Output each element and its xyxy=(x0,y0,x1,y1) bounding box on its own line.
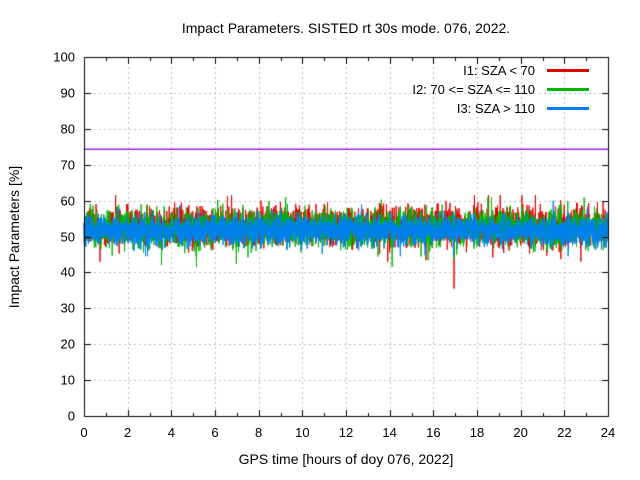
legend-line-sample xyxy=(547,69,589,72)
legend-line-sample xyxy=(547,88,589,91)
y-tick-label: 30 xyxy=(60,300,75,316)
y-tick-label: 40 xyxy=(60,264,75,280)
chart-title: Impact Parameters. SISTED rt 30s mode. 0… xyxy=(181,20,511,36)
y-tick-label: 70 xyxy=(60,157,75,173)
legend-label: I2: 70 <= SZA <= 110 xyxy=(412,82,535,97)
legend-label: I1: SZA < 70 xyxy=(463,63,535,78)
x-tick-label: 12 xyxy=(338,425,354,440)
y-tick-label: 50 xyxy=(60,229,75,244)
x-tick-label: 16 xyxy=(426,425,441,440)
x-tick-label: 8 xyxy=(255,425,263,440)
legend-item: I1: SZA < 70 xyxy=(412,61,589,80)
y-tick-label: 60 xyxy=(60,193,75,209)
y-tick-label: 100 xyxy=(53,49,75,65)
x-tick-label: 6 xyxy=(211,425,219,440)
x-tick-label: 24 xyxy=(600,425,616,440)
legend-item: I3: SZA > 110 xyxy=(412,99,589,118)
x-tick-label: 4 xyxy=(167,425,175,440)
x-tick-label: 10 xyxy=(295,425,310,440)
legend-item: I2: 70 <= SZA <= 110 xyxy=(412,80,589,99)
x-tick-label: 14 xyxy=(382,425,397,440)
x-tick-label: 18 xyxy=(469,425,485,440)
x-tick-label: 22 xyxy=(557,425,572,440)
y-tick-label: 0 xyxy=(67,408,75,424)
y-tick-label: 80 xyxy=(60,121,75,137)
y-axis-label: Impact Parameters [%] xyxy=(6,165,22,309)
x-tick-label: 0 xyxy=(80,425,88,440)
y-tick-label: 20 xyxy=(60,336,75,352)
y-tick-label: 10 xyxy=(60,372,75,388)
y-tick-label: 90 xyxy=(60,85,75,101)
legend: I1: SZA < 70 I2: 70 <= SZA <= 110 I3: SZ… xyxy=(412,61,589,118)
x-axis-label: GPS time [hours of doy 076, 2022] xyxy=(238,451,454,467)
x-tick-label: 20 xyxy=(513,425,528,440)
legend-line-sample xyxy=(547,107,589,110)
x-tick-label: 2 xyxy=(124,425,132,440)
legend-label: I3: SZA > 110 xyxy=(456,101,535,116)
